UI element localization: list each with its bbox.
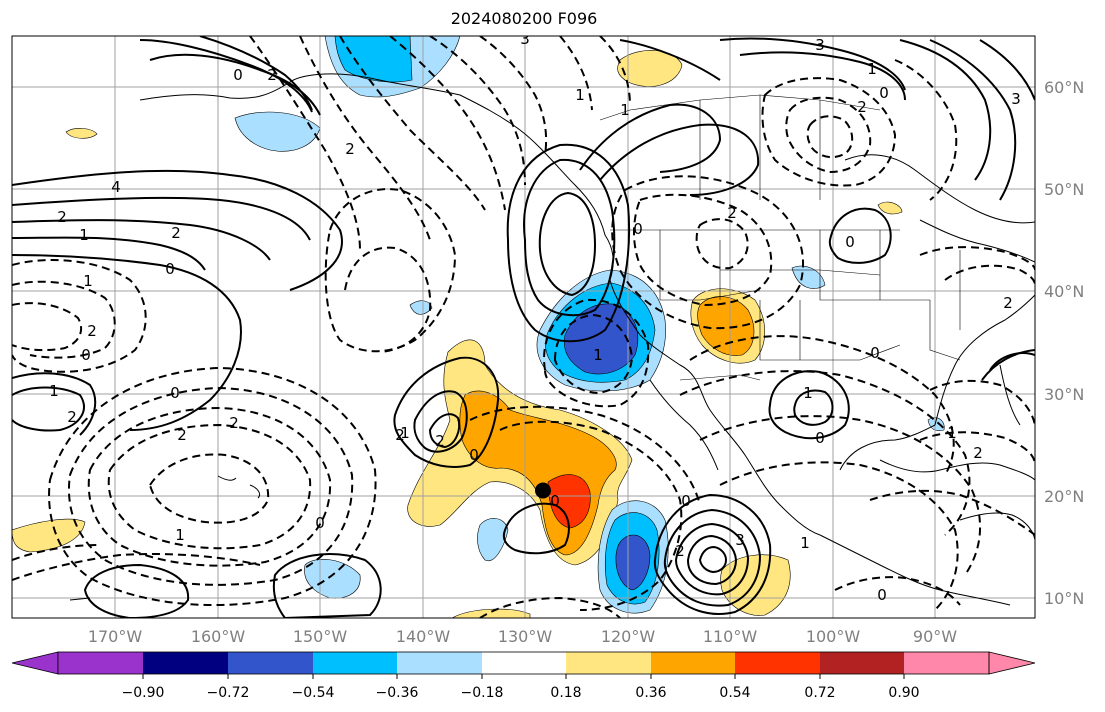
contour-label: 0 bbox=[165, 260, 175, 278]
colorbar-segment bbox=[651, 652, 735, 674]
map-frame bbox=[11, 35, 1036, 619]
contour-label: 1 bbox=[593, 346, 603, 364]
colorbar-segment bbox=[313, 652, 397, 674]
negative-contours bbox=[12, 36, 1035, 618]
lat-lon-grid bbox=[12, 36, 1035, 618]
map-title: 2024080200 F096 bbox=[450, 9, 598, 28]
contour-label: 3 bbox=[1011, 90, 1021, 108]
colorbar-tick-label: −0.18 bbox=[461, 685, 504, 701]
contour-label: 2 bbox=[267, 66, 277, 84]
longitude-label: 150°W bbox=[293, 627, 348, 646]
colorbar-segment bbox=[735, 652, 820, 674]
longitude-labels: 170°W 160°W 150°W 140°W 130°W 120°W 110°… bbox=[88, 627, 957, 646]
contour-label: 2 bbox=[67, 408, 77, 426]
contour-label: 0 bbox=[315, 514, 325, 532]
contour-label: 0 bbox=[233, 66, 243, 84]
contour-label: 1 bbox=[620, 101, 630, 119]
colorbar-tick-label: 0.90 bbox=[888, 685, 919, 701]
contour-label: 0 bbox=[633, 220, 643, 238]
contour-label: 3 bbox=[520, 30, 530, 48]
contour-label: 1 bbox=[867, 60, 877, 78]
latitude-label: 50°N bbox=[1044, 180, 1084, 199]
contour-label: 0 bbox=[870, 344, 880, 362]
colorbar-tick-label: 0.18 bbox=[550, 685, 581, 701]
map-panel: 4 2 1 2 0 1 2 0 1 2 2 2 0 1 2 2 1 0 0 2 … bbox=[12, 30, 1035, 618]
contour-label: 2 bbox=[973, 444, 983, 462]
contour-label: 3 bbox=[815, 36, 825, 54]
contour-label: 2 bbox=[57, 208, 67, 226]
latitude-label: 60°N bbox=[1044, 78, 1084, 97]
contour-label: 0 bbox=[550, 492, 560, 510]
contour-label: 1 bbox=[400, 424, 410, 442]
colorbar-extend-min bbox=[11, 651, 59, 675]
colorbar-segment bbox=[566, 652, 651, 674]
colorbar-tick-label: 0.72 bbox=[804, 685, 835, 701]
contour-label: 2 bbox=[675, 542, 685, 560]
latitude-label: 40°N bbox=[1044, 282, 1084, 301]
contour-label: 2 bbox=[395, 426, 405, 444]
colorbar-segment bbox=[143, 652, 228, 674]
contour-label: 2 bbox=[177, 426, 187, 444]
colorbar: −0.90 −0.72 −0.54 −0.36 −0.18 0.18 0.36 … bbox=[11, 651, 1036, 701]
colorbar-tick-label: −0.90 bbox=[122, 685, 165, 701]
contour-label: 2 bbox=[87, 322, 97, 340]
contour-label: 2 bbox=[727, 204, 737, 222]
latitude-label: 20°N bbox=[1044, 487, 1084, 506]
longitude-label: 160°W bbox=[191, 627, 246, 646]
contour-label: 1 bbox=[803, 384, 813, 402]
contour-label: 0 bbox=[469, 446, 479, 464]
colorbar-segment bbox=[397, 652, 482, 674]
contour-label: 0 bbox=[845, 233, 855, 251]
longitude-label: 140°W bbox=[396, 627, 451, 646]
storm-location-marker bbox=[535, 482, 551, 499]
colorbar-tick-label: −0.36 bbox=[376, 685, 419, 701]
contour-label: 1 bbox=[79, 226, 89, 244]
contour-label: 3 bbox=[735, 531, 745, 549]
longitude-label: 130°W bbox=[498, 627, 553, 646]
colorbar-tick-label: 0.36 bbox=[635, 685, 666, 701]
contour-label: 0 bbox=[879, 84, 889, 102]
latitude-label: 10°N bbox=[1044, 589, 1084, 608]
contour-label: 0 bbox=[815, 429, 825, 447]
contour-label: 0 bbox=[681, 492, 691, 510]
positive-contours bbox=[12, 36, 1035, 618]
contour-label: 2 bbox=[1003, 294, 1013, 312]
longitude-label: 120°W bbox=[601, 627, 656, 646]
colorbar-tick-label: 0.54 bbox=[719, 685, 750, 701]
contour-label: 1 bbox=[947, 424, 957, 442]
contour-label: 4 bbox=[111, 178, 121, 196]
colorbar-segment bbox=[482, 652, 566, 674]
longitude-label: 100°W bbox=[806, 627, 861, 646]
latitude-label: 30°N bbox=[1044, 385, 1084, 404]
longitude-label: 90°W bbox=[913, 627, 957, 646]
negative-anomaly-region bbox=[234, 111, 321, 152]
contour-label: 0 bbox=[81, 346, 91, 364]
colorbar-segment bbox=[820, 652, 904, 674]
contour-label: 2 bbox=[435, 432, 445, 450]
longitude-label: 110°W bbox=[703, 627, 758, 646]
colorbar-segment bbox=[904, 652, 989, 674]
contour-label: 2 bbox=[345, 140, 355, 158]
contour-label: 0 bbox=[170, 384, 180, 402]
contour-label: 0 bbox=[877, 586, 887, 604]
contour-label: 1 bbox=[83, 272, 93, 290]
contour-label: 2 bbox=[229, 414, 239, 432]
colorbar-tick-label: −0.72 bbox=[207, 685, 250, 701]
longitude-label: 170°W bbox=[88, 627, 143, 646]
contour-label: 1 bbox=[175, 526, 185, 544]
contour-label: 2 bbox=[857, 98, 867, 116]
coastlines bbox=[69, 73, 1035, 606]
contour-label: 1 bbox=[575, 86, 585, 104]
colorbar-segment bbox=[58, 652, 143, 674]
colorbar-tick-label: −0.54 bbox=[292, 685, 335, 701]
colorbar-extend-max bbox=[988, 651, 1036, 675]
colorbar-segment bbox=[228, 652, 313, 674]
contour-label: 2 bbox=[171, 224, 181, 242]
latitude-labels: 60°N 50°N 40°N 30°N 20°N 10°N bbox=[1044, 78, 1084, 608]
contour-label: 1 bbox=[49, 382, 59, 400]
contour-labels: 4 2 1 2 0 1 2 0 1 2 2 2 0 1 2 2 1 0 0 2 … bbox=[49, 30, 1021, 604]
contour-label: 1 bbox=[800, 534, 810, 552]
